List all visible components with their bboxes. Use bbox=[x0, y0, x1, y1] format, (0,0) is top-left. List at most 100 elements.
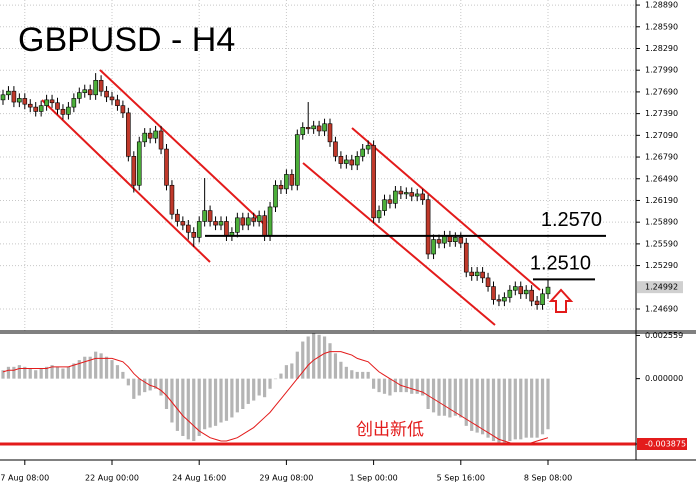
candle-body bbox=[180, 221, 186, 226]
candle-body bbox=[169, 184, 175, 215]
plot bbox=[0, 73, 636, 446]
y-tick-label: 1.24690 bbox=[645, 305, 678, 314]
y-tick-label: 1.28590 bbox=[645, 22, 678, 31]
histogram-bar bbox=[77, 360, 81, 379]
histogram-bar bbox=[66, 366, 70, 379]
x-tick-label: 8 Sep 08:00 bbox=[524, 474, 572, 483]
candle-body bbox=[507, 289, 513, 298]
histogram-bar bbox=[453, 378, 457, 416]
histogram-bar bbox=[491, 378, 496, 442]
histogram-bar bbox=[208, 378, 212, 428]
histogram-bar bbox=[12, 366, 16, 379]
histogram-bar bbox=[497, 378, 501, 443]
histogram-bar bbox=[519, 378, 523, 440]
candle-body bbox=[436, 239, 442, 244]
candle-body bbox=[262, 215, 267, 237]
histogram-bar bbox=[459, 378, 463, 418]
histogram-bar bbox=[235, 378, 239, 413]
y-tick-label: 1.28290 bbox=[645, 44, 678, 53]
channel-line bbox=[41, 99, 211, 263]
channels bbox=[41, 69, 541, 326]
histogram-bar bbox=[94, 351, 98, 379]
histogram-bar bbox=[415, 378, 419, 394]
candle-body bbox=[534, 300, 540, 305]
histogram-bar bbox=[301, 341, 305, 379]
histogram-bar bbox=[513, 378, 517, 440]
y-tick-label: -0.003875 bbox=[645, 439, 686, 448]
histogram-bar bbox=[290, 363, 294, 379]
candle-body bbox=[126, 112, 131, 157]
histogram-bar bbox=[17, 365, 21, 379]
candle-body bbox=[458, 237, 464, 244]
candle-body bbox=[316, 125, 322, 132]
histogram-bar bbox=[104, 356, 109, 379]
histogram-bar bbox=[246, 378, 250, 404]
candle-body bbox=[414, 193, 420, 197]
level-label: 1.2570 bbox=[541, 209, 602, 231]
candle-body bbox=[213, 221, 218, 226]
price-box bbox=[637, 281, 683, 294]
candle-body bbox=[365, 145, 371, 150]
candle-body bbox=[245, 217, 251, 226]
candle-body bbox=[518, 286, 524, 295]
annotation: 创出新低 bbox=[356, 420, 424, 440]
histogram-bar bbox=[192, 378, 196, 442]
histogram-bar bbox=[524, 378, 528, 438]
histogram-bar bbox=[132, 378, 136, 399]
x-tick-label: 22 Aug 00:00 bbox=[85, 474, 139, 483]
candle-body bbox=[322, 123, 327, 132]
histogram-bar bbox=[404, 378, 408, 393]
candle-body bbox=[431, 239, 436, 255]
candle-body bbox=[344, 159, 349, 164]
y-tick-label: 0.002559 bbox=[645, 331, 683, 340]
histogram-bar bbox=[45, 366, 49, 379]
histogram-bar bbox=[437, 378, 441, 416]
histogram-bar bbox=[366, 371, 370, 379]
candle-body bbox=[218, 221, 224, 226]
histogram-bar bbox=[344, 366, 348, 379]
candle-body bbox=[196, 221, 202, 238]
histogram-bar bbox=[442, 378, 447, 416]
candle-body bbox=[387, 199, 393, 204]
histogram-bar bbox=[61, 368, 65, 379]
histogram-bar bbox=[530, 378, 534, 438]
histogram-bar bbox=[159, 378, 163, 396]
candle-body bbox=[289, 174, 295, 186]
candle-body bbox=[0, 94, 6, 101]
histogram-bar bbox=[502, 378, 506, 443]
candle-body bbox=[453, 237, 458, 243]
histogram-bar bbox=[143, 378, 147, 393]
histogram-bar bbox=[263, 378, 267, 398]
level-box bbox=[637, 437, 687, 450]
histogram-bar bbox=[295, 351, 299, 379]
y-tick-label: 1.27690 bbox=[645, 87, 678, 96]
histogram-bar bbox=[186, 378, 190, 440]
candle-body bbox=[224, 221, 229, 237]
histogram-bar bbox=[252, 378, 256, 401]
histogram-bar bbox=[355, 371, 359, 379]
candle-body bbox=[60, 108, 66, 115]
candle-body bbox=[480, 271, 485, 279]
histogram-bar bbox=[426, 378, 430, 409]
candle-body bbox=[202, 210, 207, 222]
candle-body bbox=[98, 80, 104, 92]
histogram-bar bbox=[540, 378, 545, 435]
histogram-bar bbox=[470, 378, 474, 431]
histogram-bar bbox=[333, 353, 338, 379]
histogram-bar bbox=[268, 378, 272, 389]
channel-line bbox=[302, 162, 496, 326]
histogram-bar bbox=[448, 378, 452, 418]
x-tick-label: 7 Aug 08:00 bbox=[0, 474, 49, 483]
candle-body bbox=[333, 141, 338, 157]
y-tick-label: 1.25590 bbox=[645, 239, 678, 248]
histogram-bar bbox=[154, 378, 158, 389]
candle-body bbox=[104, 90, 109, 98]
histogram-bar bbox=[475, 378, 479, 433]
candle-body bbox=[425, 199, 431, 255]
candle-body bbox=[109, 96, 115, 101]
candle-body bbox=[87, 89, 93, 96]
candle-body bbox=[278, 184, 284, 190]
candle-body bbox=[38, 105, 44, 112]
histogram-bar bbox=[137, 378, 141, 396]
